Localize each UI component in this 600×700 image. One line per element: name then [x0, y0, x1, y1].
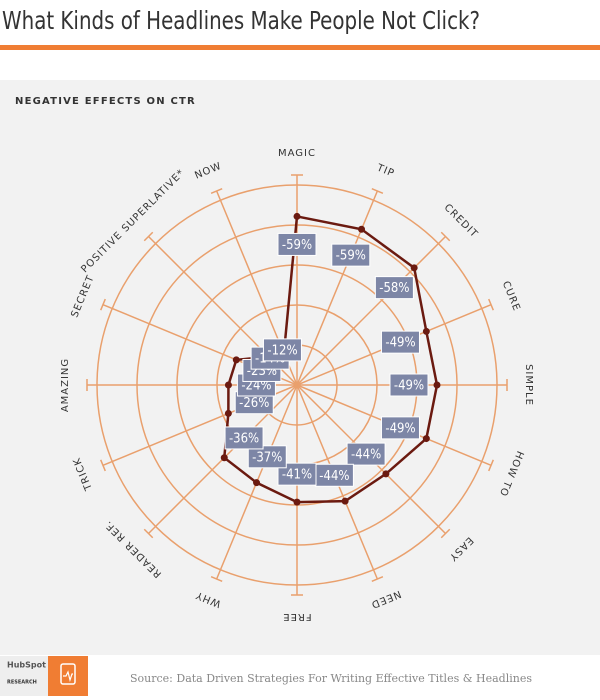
spoke-cap [99, 298, 106, 311]
axis-label: MAGIC [278, 148, 316, 159]
value-label: -49% [385, 421, 415, 436]
value-box [277, 232, 317, 256]
radar-point [232, 356, 240, 364]
value-label: -41% [282, 468, 312, 483]
value-label: -58% [379, 281, 409, 296]
subtitle: NEGATIVE EFFECTS ON CTR [15, 96, 196, 107]
radar-point [253, 479, 261, 487]
radar-point [410, 264, 418, 272]
spoke-cap [488, 298, 495, 311]
radar-point [293, 498, 301, 506]
value-label: -36% [229, 431, 259, 446]
radar-point [433, 381, 441, 389]
value-box [262, 338, 302, 362]
axis-label: AMAZING [60, 358, 71, 412]
title-rule [0, 45, 600, 50]
logo-box [0, 656, 48, 696]
spoke-cap [440, 231, 451, 242]
radar-point [358, 225, 366, 233]
radar-point [293, 212, 301, 220]
spoke-cap [143, 528, 154, 539]
value-box [346, 442, 386, 466]
radar-point [382, 470, 390, 478]
radar-point [224, 409, 232, 417]
logo-sub: RESEARCH [7, 680, 37, 686]
value-label: -49% [385, 336, 415, 351]
value-label: -49% [394, 379, 424, 394]
axis-label: FREE [282, 611, 311, 622]
spoke-cap [99, 459, 106, 472]
value-box [380, 330, 420, 354]
spoke-cap [371, 187, 384, 194]
value-label: -12% [267, 343, 297, 358]
icon-box [48, 656, 88, 696]
radar-point [341, 497, 349, 505]
value-box [374, 276, 414, 300]
spoke-cap [210, 187, 223, 194]
spoke-cap [488, 459, 495, 472]
radar-point [220, 454, 228, 462]
value-label: -59% [336, 249, 366, 264]
icon-line [63, 670, 73, 683]
value-box [389, 373, 429, 397]
value-label: -26% [239, 396, 269, 411]
spoke [296, 190, 379, 386]
source: Source: Data Driven Strategies For Writi… [130, 672, 532, 685]
radar-point [224, 381, 232, 389]
value-box [331, 243, 371, 267]
spoke-cap [440, 528, 451, 539]
value-label: -24% [241, 379, 271, 394]
value-box [277, 462, 317, 486]
logo: HubSpot [7, 661, 46, 670]
radar-point [422, 327, 430, 335]
axis-label: SIMPLE [523, 364, 534, 406]
value-label: -44% [319, 469, 349, 484]
value-box [380, 416, 420, 440]
spoke-cap [143, 231, 154, 242]
radar-point [422, 435, 430, 443]
chart-title: What Kinds of Headlines Make People Not … [2, 6, 480, 35]
value-label: -59% [282, 238, 312, 253]
panel [0, 80, 600, 655]
value-label: -37% [252, 450, 282, 465]
icon [60, 663, 76, 685]
value-box [224, 426, 264, 450]
footer [0, 656, 600, 696]
spoke [296, 235, 447, 386]
spoke-cap [210, 576, 223, 583]
value-box [247, 445, 287, 469]
value-label: -44% [351, 448, 381, 463]
spoke-cap [371, 576, 384, 583]
